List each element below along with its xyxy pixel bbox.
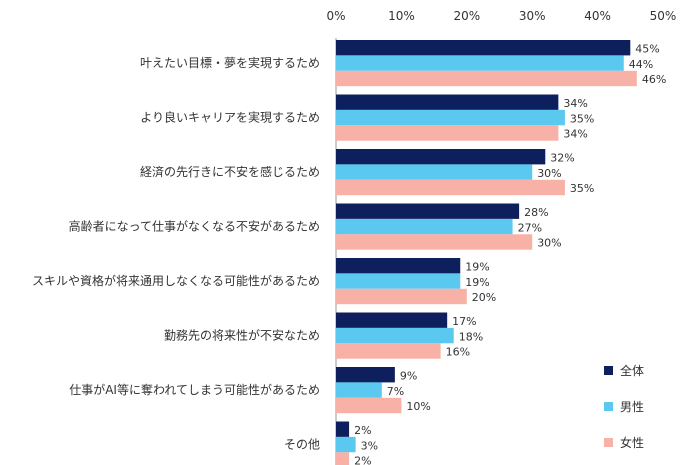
bar-value-label: 46% [642,73,666,86]
bar-value-label: 28% [524,206,548,219]
bar [336,288,467,305]
bar [336,312,448,328]
bar-value-label: 2% [354,424,371,437]
legend-label: 女性 [620,435,644,450]
bar [336,94,559,110]
x-tick-label: 0% [326,9,345,23]
category-label: スキルや資格が将来通用しなくなる可能性があるため [32,273,320,288]
bar [336,149,546,165]
bar [336,367,395,383]
x-tick-label: 30% [519,9,546,23]
bar [336,327,454,344]
bar [336,40,631,56]
bar [336,343,441,359]
bar-value-label: 20% [472,291,496,304]
bar-value-label: 34% [563,97,587,110]
bar [336,203,520,219]
bar [336,55,624,71]
bars [336,40,637,465]
category-label: 勤務先の将来性が不安なため [164,328,320,343]
legend-label: 全体 [620,363,644,378]
bar [336,125,559,141]
x-tick-label: 50% [650,9,677,23]
bar-value-label: 19% [465,260,489,273]
bar [336,164,533,180]
bar-value-label: 45% [635,42,659,55]
bar [336,218,513,235]
bar-value-label: 17% [452,315,476,328]
bar [336,258,461,274]
bar [336,397,402,414]
x-tick-label: 20% [453,9,480,23]
bar-value-label: 44% [629,58,653,71]
legend-label: 男性 [620,400,644,414]
bar-value-label: 32% [550,151,574,164]
bar-value-label: 35% [570,112,594,125]
legend-swatch [604,366,613,375]
category-labels: 叶えたい目標・夢を実現するためより良いキャリアを実現するため経済の先行きに不安を… [32,55,320,452]
bar [336,70,637,87]
bar-value-label: 19% [465,276,489,289]
category-label: 叶えたい目標・夢を実現するため [140,55,320,70]
bar [336,273,461,289]
bar [336,421,350,437]
bar [336,436,356,453]
category-label: その他 [284,438,320,452]
bar-value-label: 3% [361,439,378,452]
bar-value-label: 16% [446,346,470,359]
category-label: 仕事がAI等に奪われてしまう可能性があるため [69,382,320,397]
bar-value-label: 18% [459,330,483,343]
category-label: 高齢者になって仕事がなくなる不安があるため [69,219,320,234]
legend-swatch [604,402,613,411]
bar-value-label: 27% [518,221,542,234]
bar-value-label: 10% [406,400,430,413]
bar [336,109,565,126]
value-labels: 45% 34% 32% 28% 19% 17% 9% 2% 44% 35% 30% 27% 19% 18%… [354,42,666,465]
bar-value-label: 34% [563,128,587,141]
category-label: 経済の先行きに不安を感じるため [140,164,320,179]
bar-value-label: 35% [570,182,594,195]
legend-swatch [604,438,613,447]
bar [336,452,350,465]
bar-value-label: 2% [354,455,371,465]
bar-value-label: 30% [537,167,561,180]
x-axis-ticks: 0% 10% 20% 30% 40% 50% [326,9,676,23]
x-tick-label: 40% [584,9,611,23]
x-tick-label: 10% [388,9,415,23]
bar [336,382,382,398]
bar-value-label: 30% [537,237,561,250]
bar-value-label: 9% [400,369,417,382]
bar [336,234,533,250]
category-label: より良いキャリアを実現するため [140,110,320,125]
bar-value-label: 7% [387,385,404,398]
bar [336,179,565,196]
